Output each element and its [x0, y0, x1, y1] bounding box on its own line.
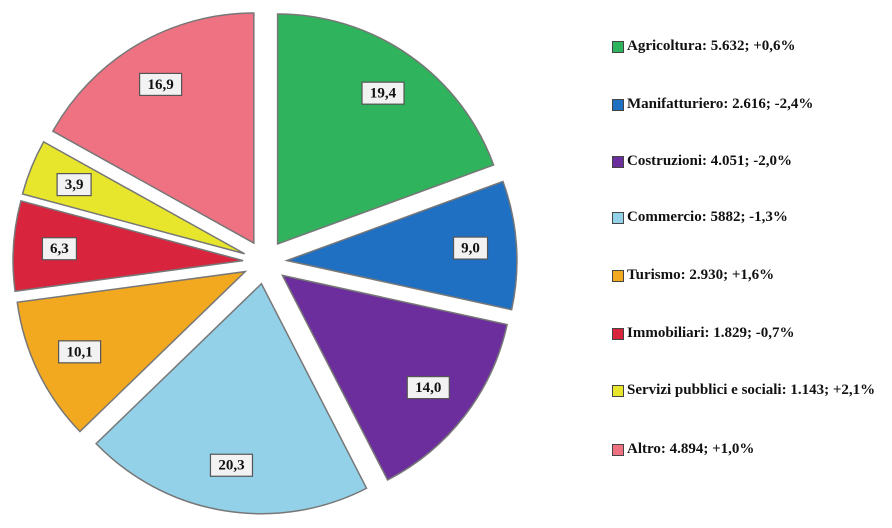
legend-label: Commercio: 5882; -1,3% [627, 209, 788, 225]
data-label: 14,0 [415, 380, 441, 396]
legend-item: Manifatturiero: 2.616; -2,4% [612, 95, 887, 113]
data-label-box [452, 236, 489, 260]
pie-slice [21, 140, 245, 255]
legend-item: Agricoltura: 5.632; +0,6% [612, 37, 887, 55]
pie-slice [51, 12, 255, 245]
legend-swatch [612, 41, 624, 53]
legend-item: Turismo: 2.930; +1,6% [612, 266, 887, 284]
legend-label: Altro: 4.894; +1,0% [627, 441, 755, 457]
legend-label: Immobiliari: 1.829; -0,7% [627, 325, 795, 341]
legend-item: Costruzioni: 4.051; -2,0% [612, 152, 887, 170]
legend-label: Manifatturiero: 2.616; -2,4% [627, 96, 814, 112]
legend-label: Servizi pubblici e sociali: 1.143; +2,1% [627, 382, 876, 398]
legend-label: Agricoltura: 5.632; +0,6% [627, 38, 796, 54]
data-label: 20,3 [218, 458, 244, 474]
pie-slice [95, 282, 368, 515]
pie-slice [276, 13, 495, 246]
data-label-box [209, 453, 254, 477]
legend-item: Commercio: 5882; -1,3% [612, 208, 887, 226]
data-label-box [406, 375, 450, 400]
legend-label: Costruzioni: 4.051; -2,0% [627, 153, 792, 169]
data-label: 6,3 [50, 241, 69, 257]
data-label: 16,9 [147, 77, 173, 93]
legend-swatch [612, 444, 624, 456]
data-label: 19,4 [370, 86, 397, 102]
legend-item: Altro: 4.894; +1,0% [612, 440, 887, 458]
legend-swatch [612, 99, 624, 111]
pie-slice [284, 180, 518, 311]
data-label-box [58, 340, 102, 364]
legend-swatch [612, 156, 624, 168]
data-label-box [41, 237, 78, 261]
data-label-box [139, 72, 183, 97]
legend-swatch [612, 212, 624, 224]
pie-slice [12, 199, 244, 293]
data-label: 9,0 [461, 241, 480, 257]
data-label: 3,9 [65, 177, 84, 193]
legend-item: Servizi pubblici e sociali: 1.143; +2,1% [612, 381, 887, 399]
legend-label: Turismo: 2.930; +1,6% [627, 267, 775, 283]
legend-item: Immobiliari: 1.829; -0,7% [612, 324, 887, 342]
data-label: 10,1 [66, 344, 92, 360]
legend-swatch [612, 270, 624, 282]
pie-slice [281, 274, 509, 481]
data-label-box [56, 172, 92, 197]
legend-swatch [612, 385, 624, 397]
pie-slice [16, 270, 248, 433]
legend-swatch [612, 328, 624, 340]
data-label-box [361, 81, 405, 105]
